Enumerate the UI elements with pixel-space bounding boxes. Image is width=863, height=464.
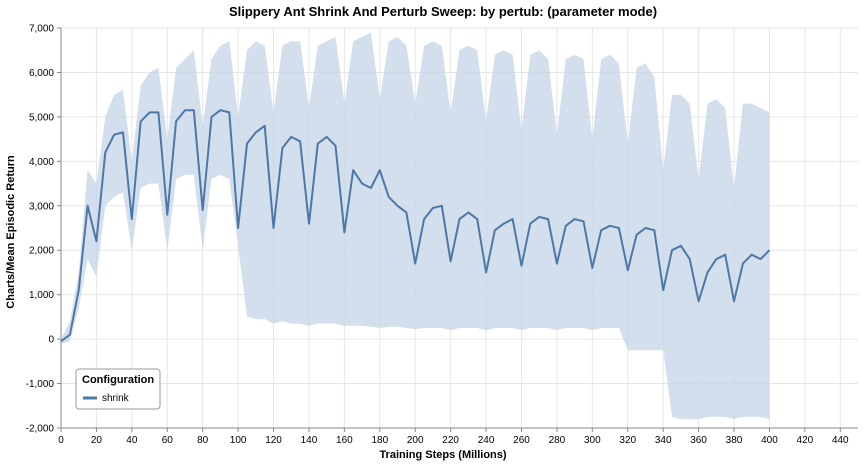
y-tick-label: 5,000 bbox=[29, 112, 54, 123]
x-tick-label: 60 bbox=[162, 435, 174, 446]
y-tick-label: 3,000 bbox=[29, 201, 54, 212]
x-tick-label: 0 bbox=[58, 435, 64, 446]
x-tick-label: 340 bbox=[655, 435, 672, 446]
x-tick-label: 300 bbox=[584, 435, 601, 446]
axes: 0 20 40 60 80 100 120 140 160 180 200 220 240 260 280 3… bbox=[26, 24, 858, 446]
x-tick-label: 20 bbox=[91, 435, 103, 446]
x-tick-label: 100 bbox=[230, 435, 247, 446]
y-tick-label: 4,000 bbox=[29, 157, 54, 168]
chart-title: Slippery Ant Shrink And Perturb Sweep: b… bbox=[229, 4, 657, 19]
x-tick-label: 240 bbox=[478, 435, 495, 446]
x-tick-label: 260 bbox=[513, 435, 530, 446]
x-tick-label: 120 bbox=[265, 435, 282, 446]
x-tick-label: 40 bbox=[126, 435, 138, 446]
x-axis-title: Training Steps (Millions) bbox=[379, 449, 506, 461]
legend-title: Configuration bbox=[82, 374, 154, 386]
x-tick-label: 180 bbox=[371, 435, 388, 446]
y-tick-label: 7,000 bbox=[29, 24, 54, 35]
x-tick-label: 80 bbox=[197, 435, 209, 446]
x-tick-label: 160 bbox=[336, 435, 353, 446]
series-line-layer bbox=[60, 109, 771, 343]
y-tick-label: 1,000 bbox=[29, 290, 54, 301]
x-tick-label: 320 bbox=[619, 435, 636, 446]
series-line-shrink bbox=[60, 109, 771, 343]
x-tick-label: 440 bbox=[832, 435, 849, 446]
x-tick-label: 200 bbox=[407, 435, 424, 446]
y-tick-label: -2,000 bbox=[26, 424, 55, 435]
y-axis-title: Charts/Mean Episodic Return bbox=[5, 155, 17, 309]
y-tick-label: 0 bbox=[48, 335, 54, 346]
legend: Configuration shrink bbox=[75, 368, 161, 410]
y-tick-label: -1,000 bbox=[26, 379, 55, 390]
confidence-band-layer bbox=[61, 32, 770, 420]
confidence-band-shrink bbox=[61, 32, 770, 420]
x-tick-label: 380 bbox=[726, 435, 743, 446]
y-tick-label: 2,000 bbox=[29, 246, 54, 257]
x-tick-label: 140 bbox=[301, 435, 318, 446]
legend-label-shrink: shrink bbox=[102, 393, 130, 404]
x-tick-label: 400 bbox=[761, 435, 778, 446]
x-tick-label: 420 bbox=[797, 435, 814, 446]
x-tick-label: 220 bbox=[442, 435, 459, 446]
y-tick-label: 6,000 bbox=[29, 68, 54, 79]
x-tick-label: 280 bbox=[549, 435, 566, 446]
x-tick-label: 360 bbox=[690, 435, 707, 446]
